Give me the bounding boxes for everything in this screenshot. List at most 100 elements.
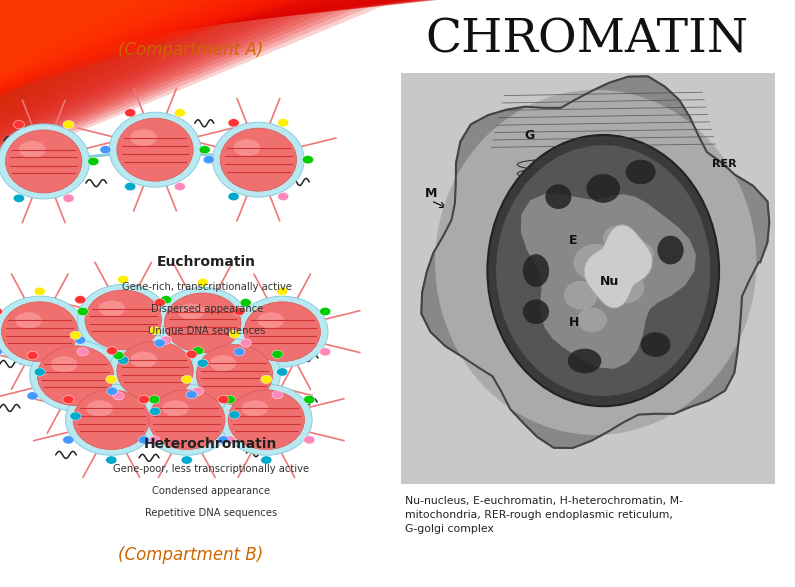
- Text: G: G: [525, 129, 535, 141]
- Polygon shape: [0, 0, 310, 70]
- Text: Unique DNA sequences: Unique DNA sequences: [148, 326, 266, 336]
- Polygon shape: [0, 0, 286, 75]
- Polygon shape: [0, 0, 278, 76]
- Polygon shape: [0, 0, 127, 104]
- Circle shape: [106, 375, 117, 383]
- Ellipse shape: [577, 308, 607, 332]
- Ellipse shape: [2, 302, 78, 362]
- Polygon shape: [0, 0, 130, 73]
- Ellipse shape: [210, 355, 236, 372]
- Circle shape: [118, 356, 129, 365]
- Circle shape: [234, 348, 245, 356]
- Polygon shape: [0, 0, 143, 101]
- Polygon shape: [0, 0, 382, 58]
- Polygon shape: [0, 0, 294, 73]
- Polygon shape: [0, 0, 199, 91]
- Polygon shape: [0, 0, 326, 68]
- Polygon shape: [0, 0, 289, 92]
- Circle shape: [154, 299, 165, 307]
- Polygon shape: [0, 0, 297, 139]
- Circle shape: [0, 308, 2, 316]
- Ellipse shape: [178, 303, 204, 319]
- Ellipse shape: [564, 281, 598, 310]
- Circle shape: [107, 387, 118, 395]
- Polygon shape: [0, 0, 366, 60]
- Circle shape: [277, 193, 289, 201]
- Ellipse shape: [51, 356, 77, 373]
- Ellipse shape: [188, 339, 281, 410]
- Polygon shape: [521, 194, 696, 369]
- Circle shape: [240, 299, 251, 307]
- Polygon shape: [0, 0, 157, 77]
- Ellipse shape: [130, 129, 157, 146]
- Circle shape: [27, 392, 38, 400]
- FancyBboxPatch shape: [401, 73, 775, 484]
- Circle shape: [304, 396, 315, 404]
- Polygon shape: [0, 0, 342, 150]
- Polygon shape: [0, 0, 398, 164]
- Circle shape: [320, 308, 331, 316]
- Polygon shape: [0, 0, 437, 47]
- Polygon shape: [0, 0, 253, 128]
- Circle shape: [70, 412, 81, 420]
- Circle shape: [240, 339, 251, 347]
- Polygon shape: [0, 0, 209, 83]
- Ellipse shape: [117, 341, 193, 401]
- Polygon shape: [0, 0, 175, 95]
- Polygon shape: [0, 0, 318, 69]
- Ellipse shape: [487, 135, 719, 406]
- Circle shape: [218, 436, 229, 444]
- Polygon shape: [0, 0, 135, 103]
- Text: CHROMATIN: CHROMATIN: [425, 18, 749, 63]
- Polygon shape: [0, 0, 262, 79]
- Ellipse shape: [657, 235, 684, 264]
- Polygon shape: [0, 0, 302, 72]
- Circle shape: [192, 347, 204, 355]
- Polygon shape: [0, 0, 186, 111]
- Ellipse shape: [242, 400, 268, 417]
- Circle shape: [75, 336, 86, 344]
- Circle shape: [161, 296, 172, 304]
- Polygon shape: [0, 0, 262, 89]
- Ellipse shape: [109, 336, 201, 406]
- Polygon shape: [0, 0, 386, 161]
- Circle shape: [138, 396, 149, 404]
- Circle shape: [63, 396, 74, 404]
- Text: RER: RER: [712, 159, 736, 170]
- Circle shape: [113, 352, 124, 360]
- Circle shape: [277, 368, 288, 376]
- Ellipse shape: [244, 302, 320, 362]
- Text: Condensed appearance: Condensed appearance: [152, 486, 270, 496]
- Text: Dispersed appearance: Dispersed appearance: [150, 304, 263, 314]
- Ellipse shape: [641, 332, 670, 357]
- Circle shape: [75, 296, 86, 304]
- Polygon shape: [0, 0, 270, 78]
- Polygon shape: [0, 0, 207, 89]
- Ellipse shape: [607, 271, 644, 303]
- Polygon shape: [0, 0, 413, 52]
- Circle shape: [277, 119, 289, 127]
- Text: (Compartment B): (Compartment B): [118, 545, 263, 564]
- Polygon shape: [0, 0, 254, 80]
- Ellipse shape: [228, 390, 304, 450]
- Polygon shape: [0, 0, 183, 94]
- Polygon shape: [0, 0, 390, 56]
- Polygon shape: [0, 0, 191, 92]
- Polygon shape: [0, 0, 219, 119]
- Circle shape: [192, 387, 204, 395]
- Circle shape: [228, 119, 239, 127]
- Circle shape: [186, 350, 197, 359]
- Polygon shape: [0, 0, 398, 55]
- Circle shape: [272, 390, 283, 399]
- Circle shape: [107, 347, 118, 355]
- Circle shape: [149, 396, 160, 404]
- Ellipse shape: [117, 118, 193, 181]
- Circle shape: [174, 183, 185, 191]
- Circle shape: [63, 194, 74, 203]
- Polygon shape: [0, 0, 342, 65]
- Circle shape: [261, 456, 272, 464]
- Ellipse shape: [37, 346, 114, 406]
- Circle shape: [113, 392, 124, 400]
- Polygon shape: [0, 0, 246, 82]
- Polygon shape: [0, 0, 308, 142]
